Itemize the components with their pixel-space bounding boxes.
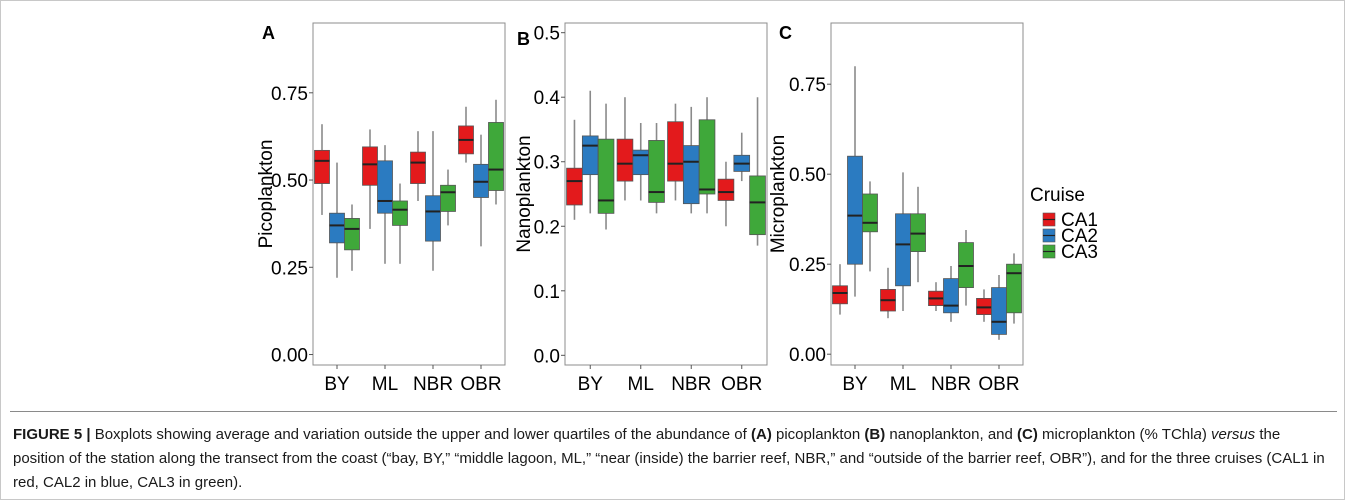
box-ca3: [648, 140, 665, 203]
panel-label: C: [779, 23, 792, 43]
x-tick-label: OBR: [978, 374, 1019, 395]
x-tick-label: ML: [628, 374, 654, 395]
panel-b: B Nanoplankton 0.0 0.1 0.2 0.3 0.4 0.5 BY ML NBR OB…: [514, 22, 768, 395]
y-tick-label: 0.50: [789, 165, 826, 186]
box-ca3: [597, 138, 615, 214]
x-tick-label: ML: [890, 374, 916, 395]
y-tick-label: 0.0: [534, 346, 560, 367]
caption-text: nanoplankton, and: [885, 426, 1018, 443]
box-ca1: [410, 151, 426, 184]
y-tick-label: 0.00: [789, 345, 826, 366]
x-tick-label: OBR: [721, 374, 762, 395]
caption-text: microplankton (% TChl: [1037, 426, 1194, 443]
y-tick-label: 0.00: [271, 346, 308, 367]
caption-divider: [10, 411, 1337, 412]
panel-label: B: [517, 29, 530, 49]
box-ca3: [1006, 263, 1022, 314]
y-tick-label: 0.25: [789, 255, 826, 276]
x-tick-label: NBR: [931, 374, 971, 395]
y-axis-label: Nanoplankton: [514, 135, 535, 252]
x-tick-label: BY: [324, 374, 350, 395]
caption-text: ): [1201, 426, 1211, 443]
x-tick-label: NBR: [413, 374, 453, 395]
plot-frame: [312, 22, 506, 366]
box-ca3: [392, 200, 408, 226]
box-ca3: [749, 175, 766, 236]
box-ca2: [991, 287, 1007, 335]
box-ca1: [667, 121, 684, 182]
caption-italic: a: [1193, 426, 1202, 443]
legend-label-ca1: CA1: [1061, 210, 1098, 231]
x-tick-label: OBR: [460, 374, 501, 395]
caption-panel-ref-c: (C): [1017, 426, 1038, 443]
plot-frame: [564, 22, 768, 366]
x-tick-label: ML: [372, 374, 398, 395]
box-ca2: [943, 278, 959, 314]
box-ca3: [440, 184, 456, 212]
y-tick-label: 0.75: [271, 84, 308, 105]
box-ca2: [847, 155, 863, 265]
box-ca1: [362, 146, 378, 186]
y-tick-label: 0.25: [271, 258, 308, 279]
box-ca3: [344, 218, 360, 251]
panel-a: A Picoplankton 0.00 0.25 0.50 0.75 BY ML NBR OBR: [256, 22, 506, 395]
box-ca3: [698, 119, 716, 195]
legend-label-ca2: CA2: [1061, 226, 1098, 247]
y-tick-label: 0.50: [271, 171, 308, 192]
caption-text: Boxplots showing average and variation o…: [90, 426, 751, 443]
y-tick-label: 0.1: [534, 282, 560, 303]
box-ca3: [862, 193, 878, 233]
y-tick-label: 0.4: [534, 88, 561, 109]
y-axis-label: Picoplankton: [256, 140, 277, 249]
box-ca1: [314, 149, 330, 184]
x-tick-label: BY: [842, 374, 868, 395]
box-ca2: [895, 213, 911, 287]
box-ca2: [425, 195, 441, 242]
x-tick-label: NBR: [671, 374, 711, 395]
legend-label-ca3: CA3: [1061, 242, 1098, 263]
box-ca2: [682, 145, 700, 205]
legend-title: Cruise: [1030, 185, 1085, 206]
caption-panel-ref-b: (B): [864, 426, 886, 443]
box-ca1: [832, 285, 848, 305]
box-ca1: [717, 178, 735, 201]
y-tick-label: 0.3: [534, 153, 560, 174]
box-ca3: [488, 122, 504, 191]
caption-italic: versus: [1210, 426, 1256, 443]
y-axis-label: Microplankton: [768, 135, 789, 253]
caption-text: the position of the station along the tr…: [13, 426, 1325, 491]
box-ca1: [616, 138, 634, 182]
y-tick-label: 0.5: [534, 24, 560, 45]
x-tick-label: BY: [578, 374, 604, 395]
panel-label: A: [262, 23, 275, 43]
figure-caption: FIGURE 5 | Boxplots showing average and …: [13, 423, 1333, 495]
plot-frame: [830, 22, 1024, 366]
box-ca2: [377, 160, 393, 214]
panel-c: C Microplankton 0.00 0.25 0.50 0.75 BY ML NBR OBR: [768, 22, 1024, 395]
caption-text: picoplankton: [771, 426, 865, 443]
caption-panel-ref-a: (A): [751, 426, 772, 443]
box-ca2: [632, 149, 650, 176]
y-tick-label: 0.2: [534, 217, 560, 238]
box-ca1: [566, 167, 583, 206]
figure-label: FIGURE 5 |: [13, 426, 91, 443]
box-ca2: [329, 212, 345, 244]
box-ca2: [581, 135, 599, 176]
y-tick-label: 0.75: [789, 75, 826, 96]
